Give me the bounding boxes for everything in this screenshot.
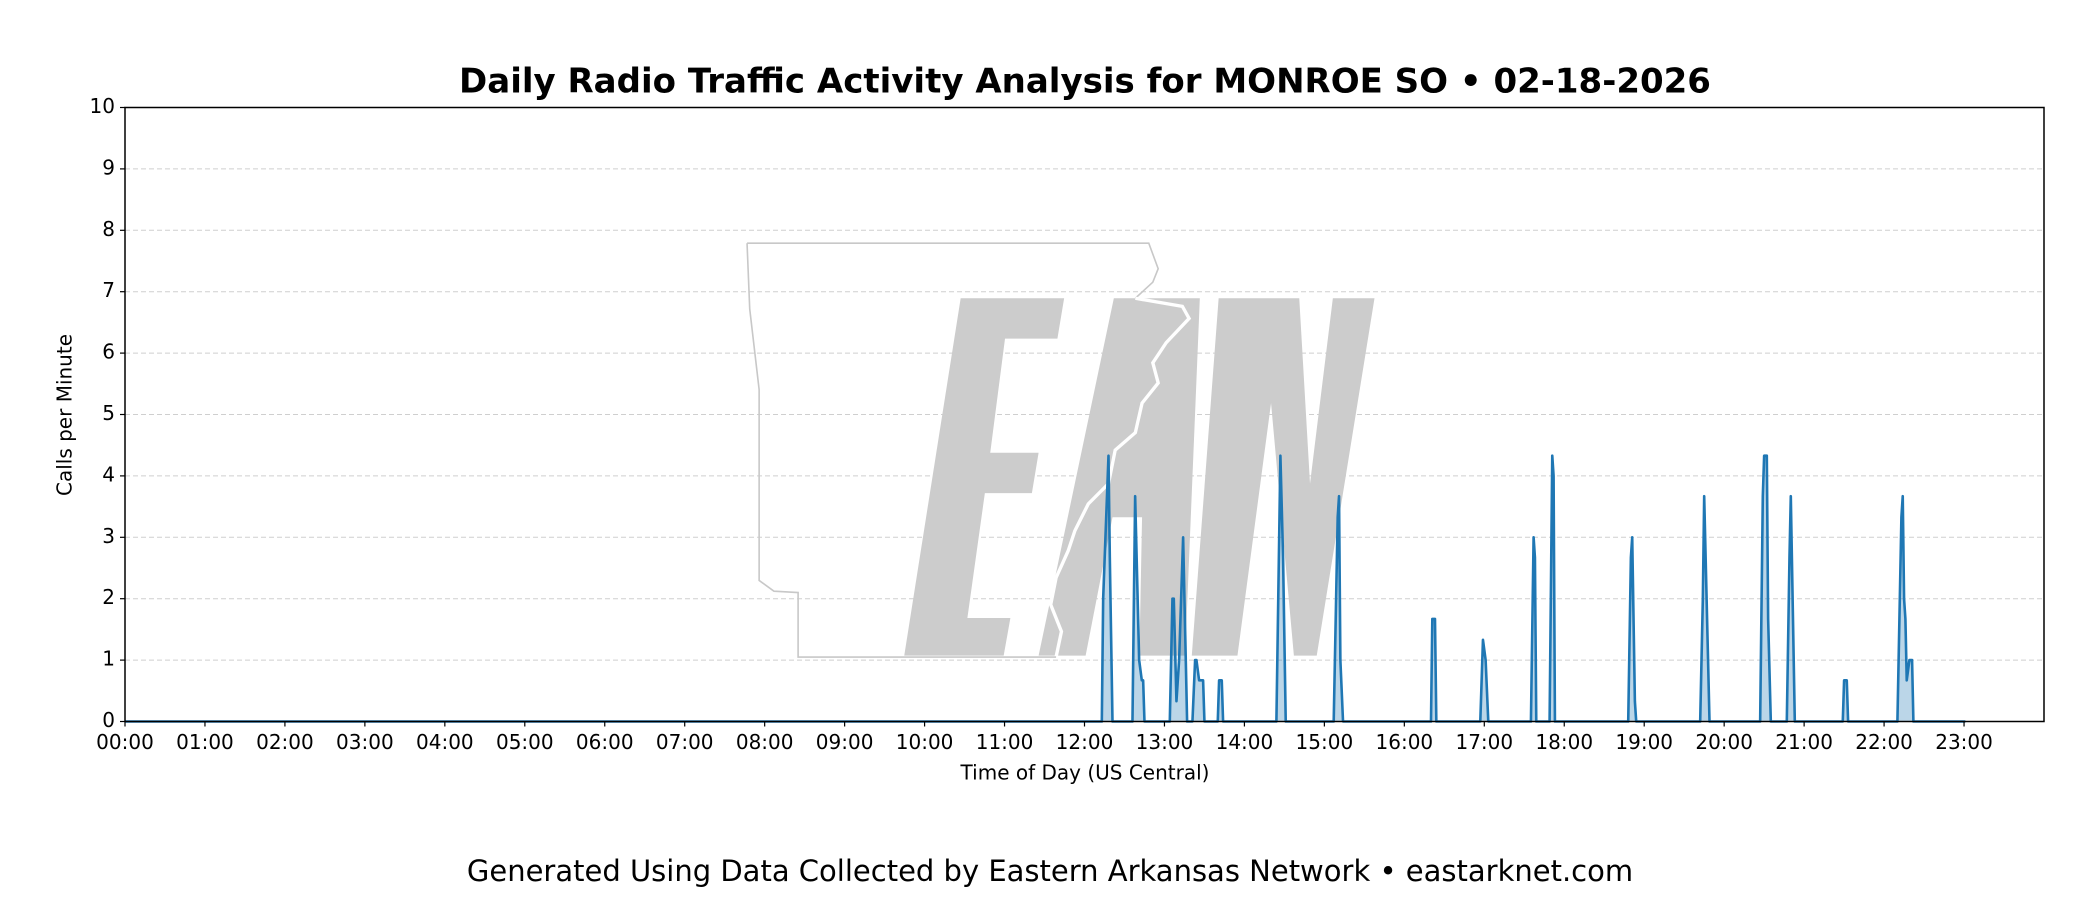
y-tick-label: 0 bbox=[102, 708, 115, 732]
x-tick-label: 00:00 bbox=[96, 730, 154, 754]
y-tick-label: 6 bbox=[102, 340, 115, 364]
x-tick-label: 01:00 bbox=[176, 730, 234, 754]
x-tick-label: 21:00 bbox=[1775, 730, 1833, 754]
footer: Generated Using Data Collected by Easter… bbox=[467, 854, 1633, 888]
y-tick-label: 8 bbox=[102, 217, 115, 241]
y-tick-label: 9 bbox=[102, 155, 115, 179]
watermark-outline bbox=[746, 243, 1057, 658]
y-tick-label: 7 bbox=[102, 278, 115, 302]
x-tick-label: 08:00 bbox=[736, 730, 794, 754]
x-tick-label: 22:00 bbox=[1855, 730, 1913, 754]
x-tick-label: 18:00 bbox=[1535, 730, 1593, 754]
plot-frame bbox=[124, 106, 2045, 723]
watermark-letter bbox=[1038, 298, 1200, 656]
x-tick-label: 09:00 bbox=[816, 730, 874, 754]
y-axis-label: Calls per Minute bbox=[53, 334, 77, 496]
x-tick-label: 15:00 bbox=[1296, 730, 1354, 754]
x-tick-label: 11:00 bbox=[976, 730, 1034, 754]
x-tick-label: 02:00 bbox=[256, 730, 314, 754]
axes: 0 1 2 3 4 5 6 7 8 9 10 00:00 01:00 02:00 03:00 04:00 05:… bbox=[90, 94, 2045, 754]
x-tick-label: 03:00 bbox=[336, 730, 394, 754]
watermark-letter bbox=[904, 298, 1065, 656]
x-tick-label: 17:00 bbox=[1455, 730, 1513, 754]
y-tick-label: 5 bbox=[102, 401, 115, 425]
x-axis-label: Time of Day (US Central) bbox=[960, 761, 1210, 785]
x-tick-label: 23:00 bbox=[1935, 730, 1993, 754]
x-tick-label: 06:00 bbox=[576, 730, 634, 754]
x-tick-label: 16:00 bbox=[1376, 730, 1434, 754]
x-tick-label: 10:00 bbox=[896, 730, 954, 754]
area-fill bbox=[125, 455, 1966, 722]
y-tick-label: 1 bbox=[102, 647, 115, 671]
x-tick-label: 05:00 bbox=[496, 730, 554, 754]
y-tick-label: 2 bbox=[102, 585, 115, 609]
chart-title: Daily Radio Traffic Activity Analysis fo… bbox=[459, 62, 1711, 102]
watermark bbox=[746, 242, 1375, 658]
x-tick-label: 19:00 bbox=[1615, 730, 1673, 754]
x-tick-label: 13:00 bbox=[1136, 730, 1194, 754]
watermark-outline bbox=[747, 242, 1160, 299]
x-tick-label: 07:00 bbox=[656, 730, 714, 754]
watermark-outline bbox=[1048, 296, 1192, 658]
y-tick-label: 10 bbox=[90, 94, 115, 118]
line bbox=[125, 454, 1966, 723]
y-tick-label: 4 bbox=[102, 462, 115, 486]
x-tick-label: 04:00 bbox=[416, 730, 474, 754]
x-tick-label: 20:00 bbox=[1695, 730, 1753, 754]
y-tick-label: 3 bbox=[102, 524, 115, 548]
watermark-letter bbox=[1191, 298, 1375, 656]
plot-marks bbox=[125, 454, 1966, 723]
x-tick-label: 14:00 bbox=[1216, 730, 1274, 754]
x-tick-label: 12:00 bbox=[1056, 730, 1114, 754]
